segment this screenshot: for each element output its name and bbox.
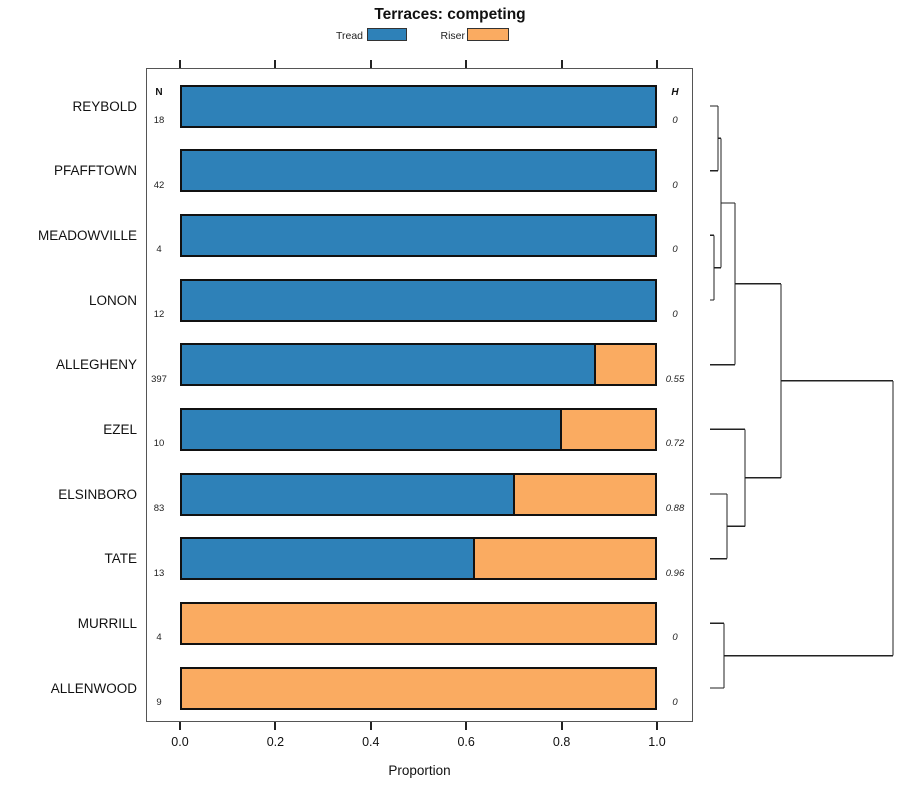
h-value: 0 [672,179,678,191]
h-value: 0.96 [665,567,685,579]
x-tick-bottom [465,722,468,730]
legend-riser-label: Riser [440,30,465,42]
stacked-bar [180,213,657,257]
stacked-bar [180,149,657,193]
bar-segment-tread [182,539,473,579]
category-label: PFAFFTOWN [54,163,137,179]
x-tick-label: 1.0 [648,735,666,749]
plot-box [146,68,693,722]
bar-segment-tread [182,280,655,320]
x-tick-label: 0.6 [457,735,475,749]
bar-segment-riser [472,539,655,579]
bar-segment-tread [182,345,594,385]
x-tick-bottom [274,722,277,730]
h-value: 0 [672,115,678,126]
n-value: 83 [153,503,165,514]
h-value: 0 [672,244,678,256]
n-value: 397 [151,373,167,385]
bar-segment-riser [182,603,655,643]
n-value: 13 [153,567,165,579]
category-label: EZEL [103,421,137,437]
legend-tread-swatch [367,28,407,41]
h-value: 0 [672,309,678,320]
n-value: 4 [156,632,162,644]
x-tick-label: 0.2 [266,735,285,749]
n-value: 10 [153,438,165,450]
category-label: MEADOWVILLE [37,227,137,243]
x-axis-label: Proportion [388,763,451,778]
x-tick-top [274,60,277,68]
bar-segment-riser [560,409,655,449]
h-value: 0.88 [665,503,685,514]
category-label: REYBOLD [72,98,137,114]
stacked-bar [180,666,657,710]
x-tick-label: 0.8 [552,735,571,749]
x-tick-top [369,60,372,68]
x-tick-bottom [179,722,181,730]
x-tick-bottom [560,722,563,730]
stacked-bar [180,537,657,581]
x-tick-top [656,60,658,68]
bar-segment-riser [593,345,655,385]
x-tick-label: 0.0 [171,735,189,749]
x-tick-top [560,60,563,68]
n-value: 9 [156,697,162,708]
bar-segment-riser [513,474,655,514]
stacked-bar [180,343,657,387]
bar-segment-tread [182,86,655,126]
category-label: MURRILL [77,615,137,631]
x-tick-label: 0.4 [362,735,380,749]
category-label: ALLENWOOD [50,680,137,696]
legend-riser-swatch [467,28,509,41]
h-value: 0 [672,697,678,708]
h-column-header: H [671,87,679,98]
bar-segment-riser [182,668,655,708]
category-label: ALLEGHENY [55,357,137,373]
x-tick-bottom [369,722,372,730]
stacked-bar [180,601,657,645]
stacked-bar [180,84,657,128]
stacked-bar [180,278,657,322]
n-column-header: N [155,87,163,98]
bar-segment-tread [182,215,655,255]
x-tick-bottom [656,722,658,730]
h-value: 0 [672,632,678,644]
bar-segment-tread [182,409,561,449]
n-value: 18 [153,115,165,126]
bar-segment-tread [182,151,655,191]
h-value: 0.72 [665,438,685,450]
legend-tread-label: Tread [335,30,363,42]
chart-title: Terraces: competing [374,6,526,23]
n-value: 4 [156,244,162,256]
stacked-bar [180,472,657,516]
x-tick-top [179,60,181,68]
n-value: 42 [153,179,165,191]
bar-segment-tread [182,474,514,514]
n-value: 12 [153,309,165,320]
x-tick-top [465,60,468,68]
stacked-bar [180,407,657,451]
category-label: ELSINBORO [58,486,137,502]
category-label: TATE [104,551,138,567]
category-label: LONON [88,292,137,308]
h-value: 0.55 [665,373,685,385]
